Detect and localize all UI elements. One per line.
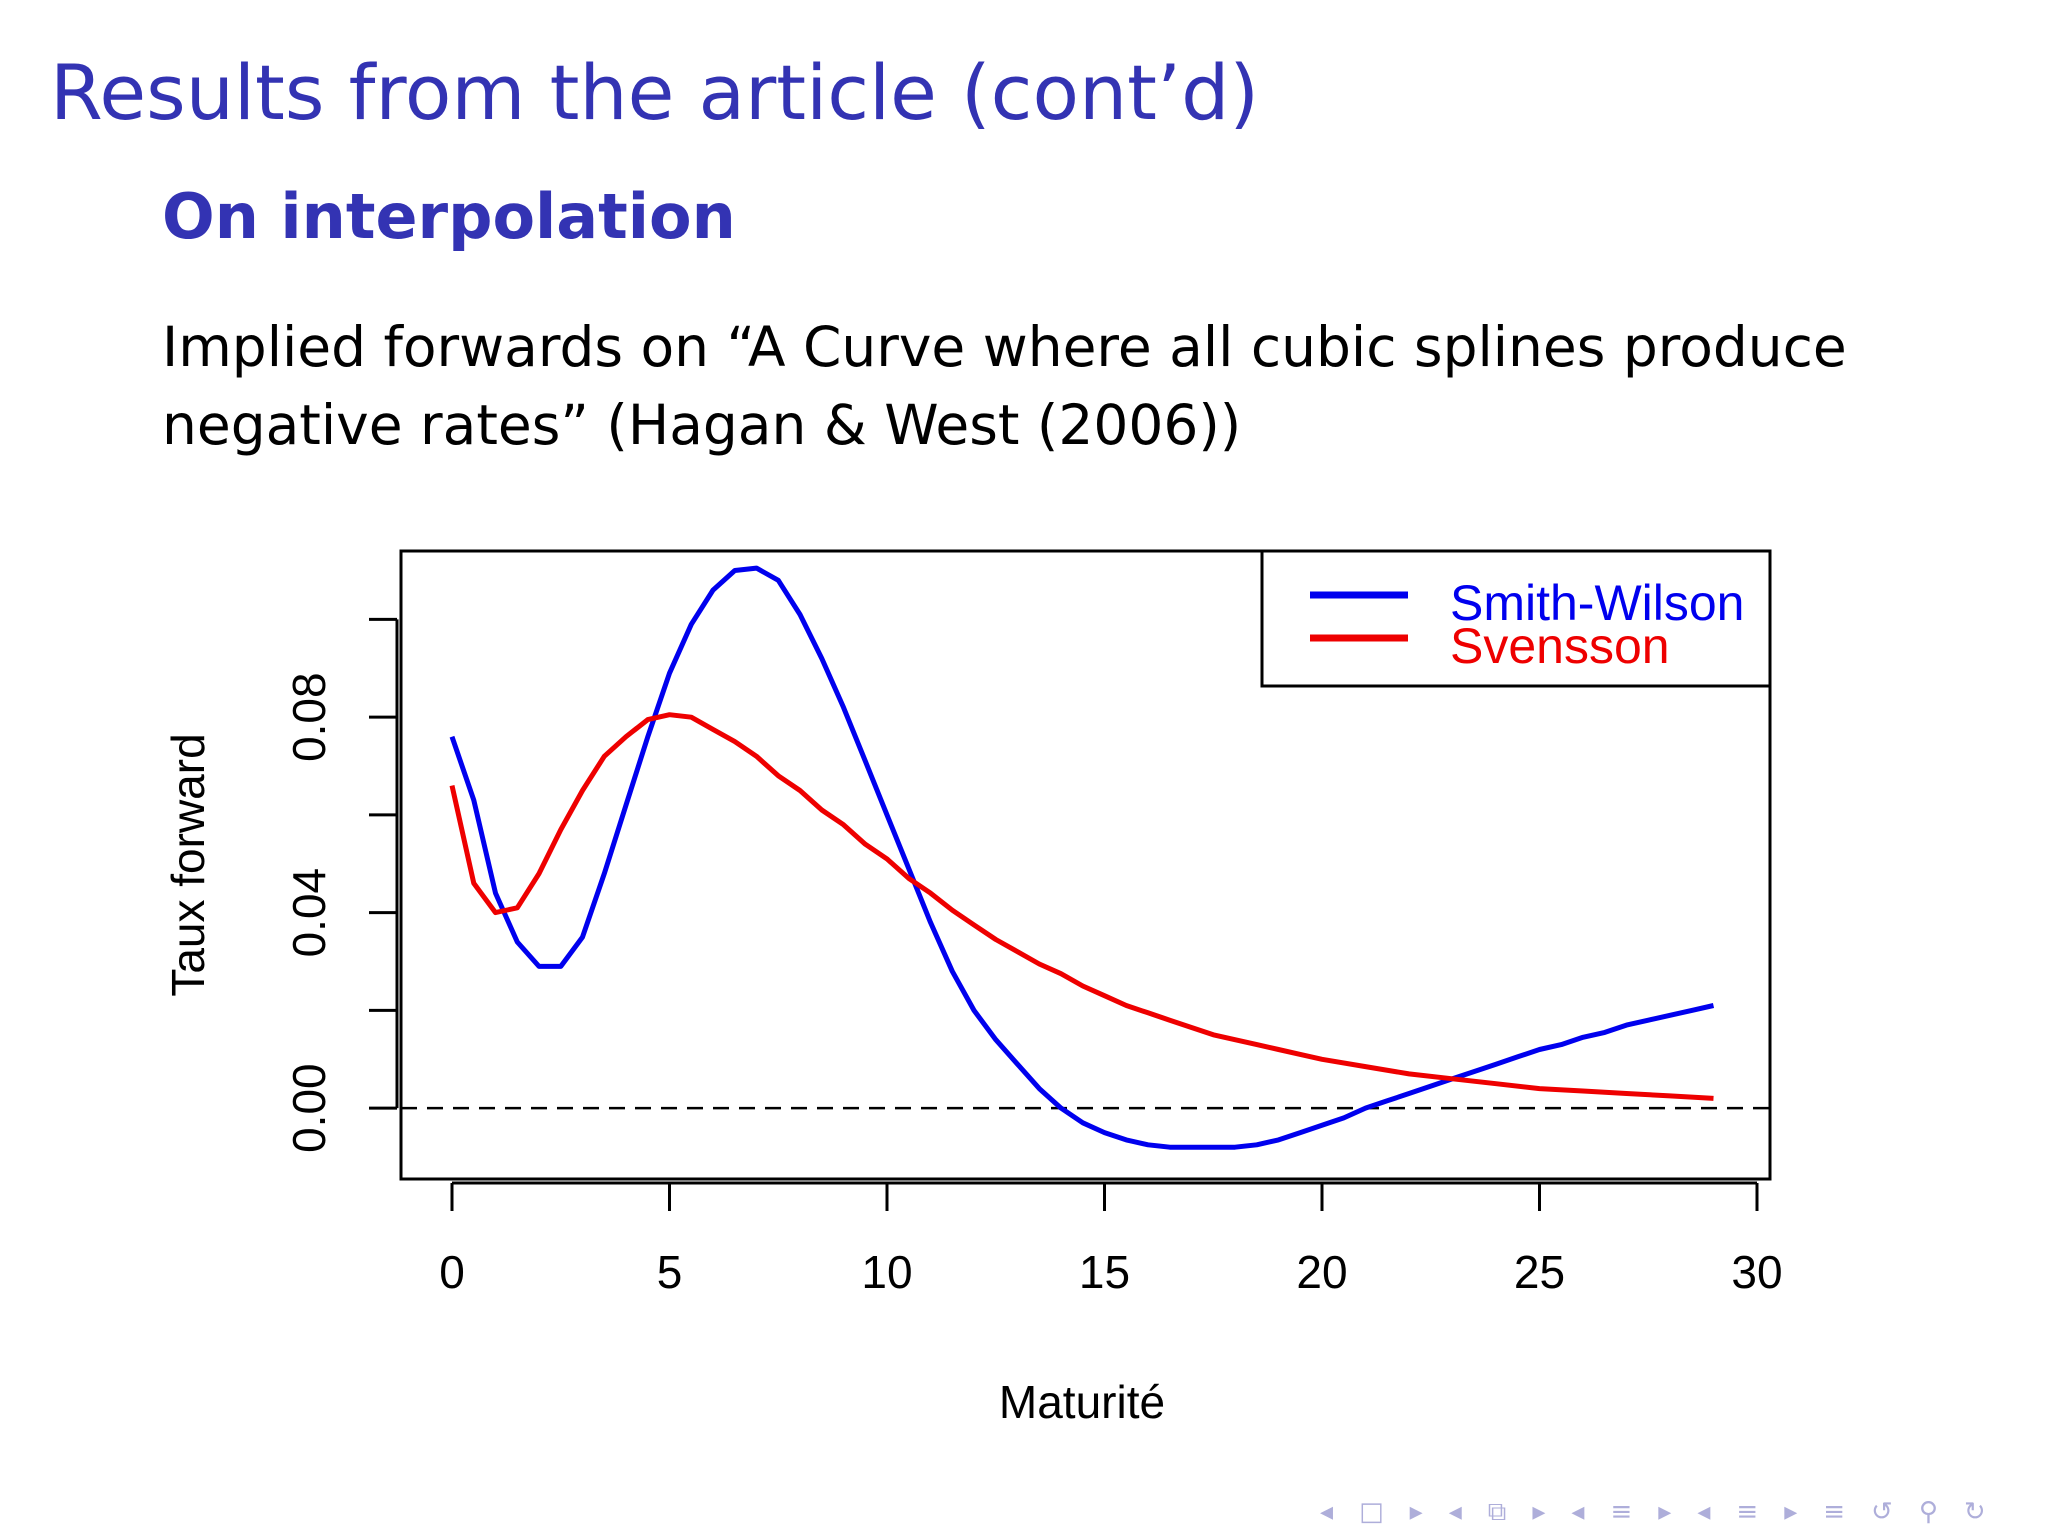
nav-control-icon[interactable]: ◂ (1697, 1497, 1711, 1527)
x-tick-label: 25 (1514, 1246, 1565, 1298)
slide-title: Results from the article (cont’d) (50, 48, 1259, 137)
nav-control-icon[interactable]: ◂ (1571, 1497, 1585, 1527)
legend-label-smith-wilson: Smith-Wilson (1450, 575, 1744, 631)
legend-label-svensson: Svensson (1450, 618, 1670, 674)
y-tick-label: 0.08 (283, 672, 335, 762)
nav-control-icon[interactable]: ▸ (1784, 1497, 1798, 1527)
nav-control-icon[interactable]: ≡ (1610, 1497, 1633, 1527)
x-tick-label: 30 (1731, 1246, 1782, 1298)
nav-control-icon[interactable]: ≡ (1736, 1497, 1759, 1527)
slide-body-text: Implied forwards on “A Curve where all c… (162, 315, 1847, 457)
nav-control-icon[interactable]: ◂ (1320, 1497, 1334, 1527)
x-tick-label: 5 (657, 1246, 683, 1298)
x-tick-label: 15 (1079, 1246, 1130, 1298)
nav-control-icon[interactable]: ↺ (1871, 1497, 1893, 1527)
series-group (449, 565, 1715, 1150)
x-tick-label: 20 (1296, 1246, 1347, 1298)
nav-control-icon[interactable]: ▸ (1658, 1497, 1672, 1527)
nav-control-icon[interactable]: ▸ (1409, 1497, 1423, 1527)
nav-control-icon[interactable]: ▸ (1532, 1497, 1546, 1527)
nav-control-icon[interactable]: ≡ (1823, 1497, 1846, 1527)
x-tick-label: 0 (439, 1246, 465, 1298)
slide-subtitle: On interpolation (162, 180, 736, 253)
y-tick-label: 0.04 (283, 868, 335, 958)
plot-frame (399, 549, 1772, 1181)
y-axis: 0.00 0.04 0.08 (283, 617, 399, 1153)
legend-box (1260, 549, 1772, 688)
legend: Smith-Wilson Svensson (1260, 549, 1772, 688)
beamer-navigation-bar: ◂ □ ▸ ◂ ⧉ ▸ ◂ ≡ ▸ ◂ ≡ ▸ ≡ ↺ ⚲ ↻ (1320, 1492, 2030, 1532)
nav-control-icon[interactable]: ↻ (1963, 1497, 1986, 1527)
x-tick-label: 10 (861, 1246, 912, 1298)
y-tick-label: 0.00 (283, 1063, 335, 1153)
nav-control-icon[interactable]: ◂ (1448, 1497, 1462, 1527)
x-axis: 0 5 10 15 20 25 30 (439, 1181, 1783, 1298)
nav-control-icon[interactable]: ⧉ (1487, 1496, 1507, 1527)
series-line-svensson (449, 712, 1714, 1101)
nav-control-icon[interactable]: ⚲ (1918, 1497, 1938, 1527)
x-axis-title: Maturité (999, 1376, 1165, 1428)
y-axis-title: Taux forward (162, 733, 214, 996)
series-line-smith-wilson (449, 565, 1715, 1150)
nav-control-icon[interactable]: □ (1359, 1497, 1384, 1527)
